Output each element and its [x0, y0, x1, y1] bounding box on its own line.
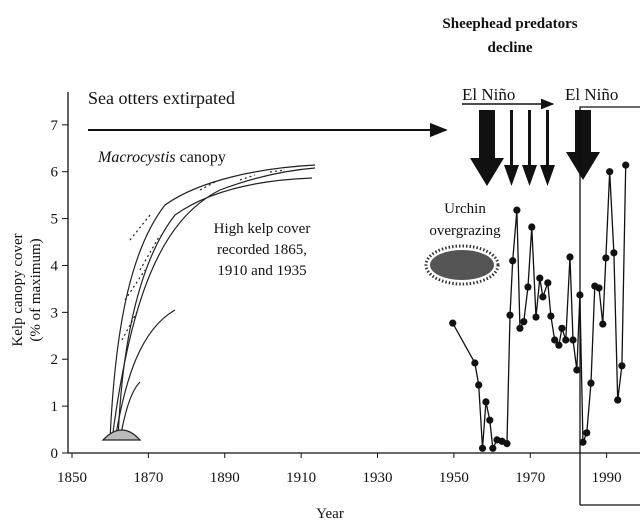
data-point: [486, 416, 494, 424]
data-point: [482, 398, 490, 406]
canopy-label: Macrocystis canopy: [97, 149, 226, 166]
x-tick-label: 1950: [439, 470, 469, 486]
data-point: [544, 279, 552, 287]
data-point: [579, 438, 587, 446]
data-point: [562, 336, 570, 344]
data-point: [606, 168, 614, 176]
x-axis-label: Year: [316, 506, 344, 522]
data-point: [536, 274, 544, 282]
high-kelp-label: High kelp cover recorded 1865, 1910 and …: [214, 221, 311, 279]
high-kelp-line: 1910 and 1935: [217, 263, 306, 279]
data-point: [555, 341, 563, 349]
y-tick-label: 2: [51, 352, 59, 368]
data-point: [449, 319, 457, 327]
y-axis-label: Kelp canopy cover: [10, 233, 26, 346]
urchin-label: Urchin: [444, 201, 486, 217]
data-point: [513, 206, 521, 214]
y-tick-label: 3: [51, 305, 59, 321]
data-point: [618, 362, 626, 370]
x-tick-label: 1990: [592, 470, 622, 486]
y-tick-label: 6: [51, 165, 59, 181]
x-tick-label: 1890: [210, 470, 240, 486]
data-point: [524, 283, 532, 291]
y-tick-label: 7: [51, 118, 59, 134]
data-point: [576, 291, 584, 299]
data-point: [475, 381, 483, 389]
data-point: [528, 223, 536, 231]
y-tick-label: 5: [51, 212, 59, 228]
data-point: [573, 366, 581, 374]
data-point: [587, 379, 595, 387]
period-box: [579, 106, 640, 506]
y-tick-label: 1: [51, 399, 59, 415]
x-tick-label: 1870: [133, 470, 163, 486]
high-kelp-line: High kelp cover: [214, 221, 311, 237]
kelp-drawing: [101, 164, 316, 441]
data-point: [614, 396, 622, 404]
data-point: [558, 324, 566, 332]
data-point: [551, 336, 559, 344]
x-tick-label: 1930: [363, 470, 393, 486]
title-line-2: decline: [488, 40, 533, 56]
data-point: [520, 318, 528, 326]
data-point: [506, 311, 514, 319]
el-nino-1: El Niño: [462, 85, 515, 104]
data-point: [503, 440, 511, 448]
el-nino-2: El Niño: [565, 85, 618, 104]
title-line-1: Sheephead predators: [442, 16, 577, 32]
data-point: [569, 336, 577, 344]
data-point: [610, 249, 618, 257]
data-point: [478, 444, 487, 452]
data-point: [599, 320, 607, 328]
data-point: [566, 253, 574, 261]
data-point: [509, 257, 517, 265]
data-point: [471, 359, 479, 367]
decline-arrows: [470, 110, 600, 186]
data-point: [532, 313, 540, 321]
data-point: [489, 444, 497, 452]
data-point: [583, 429, 591, 437]
x-tick-label: 1850: [57, 470, 87, 486]
data-point: [622, 161, 630, 169]
x-tick-label: 1910: [286, 470, 316, 486]
high-kelp-line: recorded 1865,: [217, 242, 307, 258]
y-tick-label: 0: [51, 446, 59, 462]
data-point: [516, 324, 524, 332]
data-point: [547, 312, 555, 320]
y-axis-label: (% of maximum): [28, 238, 44, 341]
urchin-icon: [424, 244, 500, 286]
data-point: [602, 254, 610, 262]
data-point: [539, 293, 547, 301]
otters-label: Sea otters extirpated: [88, 88, 235, 108]
data-point: [595, 284, 603, 292]
y-tick-label: 4: [51, 258, 59, 274]
urchin-label: overgrazing: [429, 223, 501, 239]
x-tick-label: 1970: [515, 470, 545, 486]
